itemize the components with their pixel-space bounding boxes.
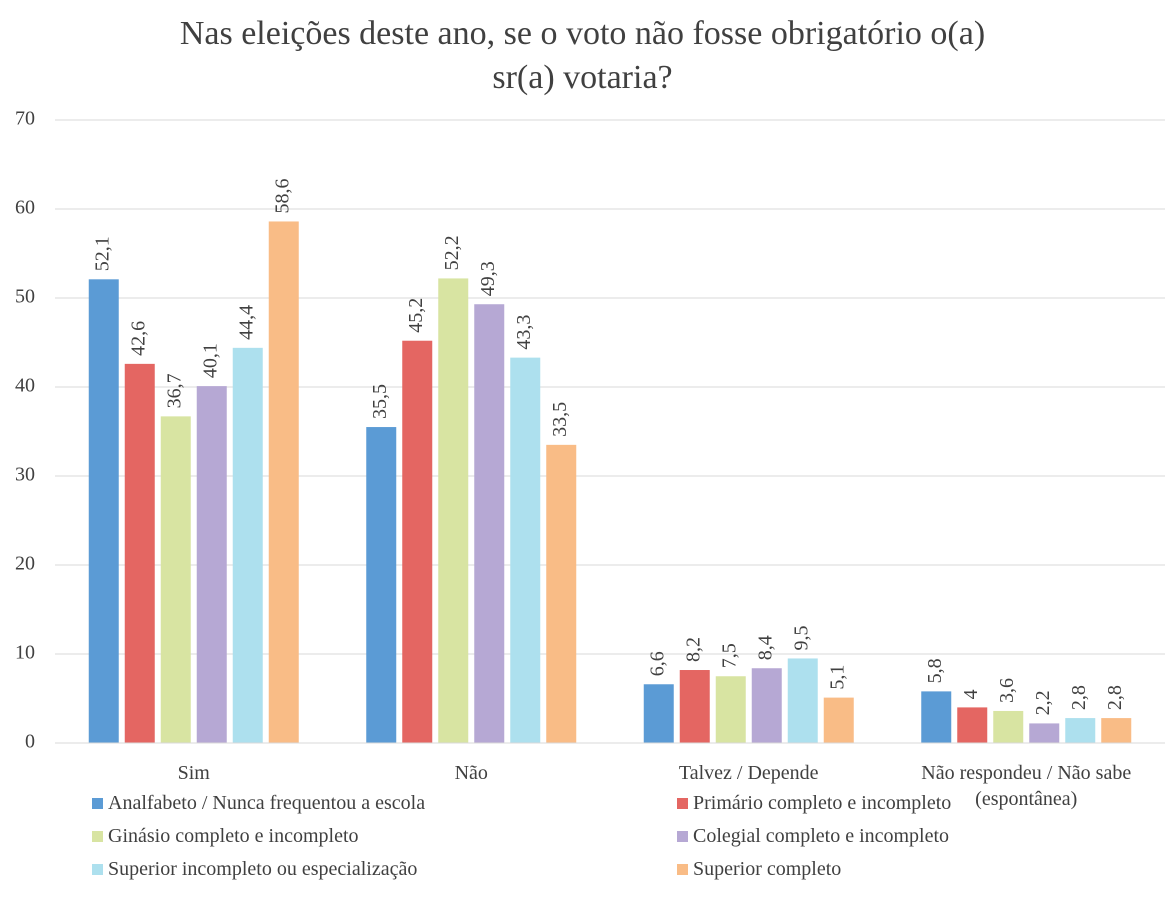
bar	[124, 363, 155, 743]
data-label: 8,2	[682, 637, 704, 662]
data-label: 43,3	[513, 315, 535, 350]
bar	[643, 684, 674, 743]
bar	[993, 710, 1024, 743]
legend-entry: Superior incompleto ou especialização	[92, 858, 417, 881]
legend-swatch	[92, 864, 103, 875]
y-tick-label: 70	[15, 108, 35, 130]
bar	[402, 340, 433, 743]
data-label: 7,5	[718, 643, 740, 668]
data-label: 6,6	[646, 651, 668, 676]
data-label: 2,8	[1104, 685, 1126, 710]
x-tick-label: Não	[454, 762, 488, 784]
data-label: 5,1	[826, 665, 848, 690]
data-label: 52,2	[441, 235, 463, 270]
data-label: 40,1	[199, 343, 221, 378]
data-label: 5,8	[924, 658, 946, 683]
bar	[787, 658, 818, 743]
bar	[474, 304, 505, 743]
data-label: 35,5	[369, 384, 391, 419]
y-tick-label: 20	[15, 553, 35, 575]
data-label: 4	[960, 689, 982, 699]
data-label: 9,5	[790, 625, 812, 650]
bar	[268, 221, 299, 743]
bar	[957, 707, 988, 743]
data-label: 44,4	[235, 305, 257, 340]
bar	[366, 427, 397, 743]
data-label: 2,2	[1032, 690, 1054, 715]
data-label: 52,1	[91, 236, 113, 271]
x-tick-label: Sim	[177, 762, 210, 784]
data-label: 45,2	[405, 298, 427, 333]
y-tick-label: 10	[15, 642, 35, 664]
legend-swatch	[677, 798, 688, 809]
legend-swatch	[92, 831, 103, 842]
x-tick-label: Talvez / Depende	[678, 762, 819, 784]
legend-label: Ginásio completo e incompleto	[108, 825, 359, 847]
bar	[823, 697, 854, 743]
y-tick-label: 30	[15, 464, 35, 486]
bar	[1065, 718, 1096, 743]
data-label: 36,7	[163, 373, 185, 408]
legend-entry: Superior completo	[677, 858, 841, 881]
bar	[160, 416, 191, 743]
bar	[546, 444, 577, 743]
legend-entry: Primário completo e incompleto	[677, 792, 951, 815]
chart-title: Nas eleições deste ano, se o voto não fo…	[179, 15, 986, 96]
bar	[438, 278, 469, 743]
legend-entry: Ginásio completo e incompleto	[92, 825, 359, 848]
legend-entry: Colegial completo e incompleto	[677, 825, 949, 848]
bar	[715, 676, 746, 743]
legend-swatch	[677, 831, 688, 842]
data-label: 42,6	[127, 321, 149, 356]
y-tick-label: 0	[25, 731, 35, 753]
data-label: 3,6	[996, 678, 1018, 703]
data-label: 2,8	[1068, 685, 1090, 710]
bar	[679, 670, 710, 743]
legend-swatch	[92, 798, 103, 809]
bar	[751, 668, 782, 743]
bar	[510, 357, 541, 743]
legend-label: Superior completo	[693, 858, 842, 880]
data-label: 49,3	[477, 261, 499, 296]
bar	[1101, 718, 1132, 743]
bar	[921, 691, 952, 743]
legend-label: Primário completo e incompleto	[693, 792, 952, 814]
y-tick-label: 40	[15, 375, 35, 397]
legend-label: Colegial completo e incompleto	[693, 825, 950, 847]
data-label: 58,6	[271, 178, 293, 213]
bar	[88, 279, 119, 743]
y-tick-label: 60	[15, 197, 35, 219]
y-tick-label: 50	[15, 286, 35, 308]
legend-entry: Analfabeto / Nunca frequentou a escola	[92, 792, 425, 815]
data-label: 8,4	[754, 635, 776, 660]
legend-label: Superior incompleto ou especialização	[108, 858, 418, 880]
x-tick-label: Não respondeu / Não sabe (espontânea)	[921, 762, 1132, 810]
bar	[196, 386, 227, 743]
bar	[232, 347, 263, 743]
legend-label: Analfabeto / Nunca frequentou a escola	[108, 792, 426, 814]
data-label: 33,5	[549, 402, 571, 437]
legend-swatch	[677, 864, 688, 875]
bar	[1029, 723, 1060, 743]
